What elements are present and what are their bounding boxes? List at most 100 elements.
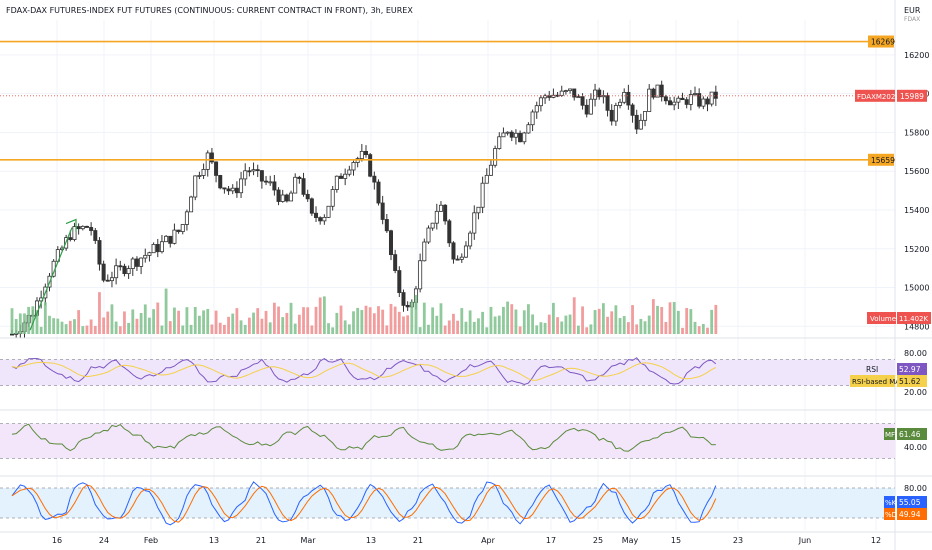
candle-body bbox=[330, 189, 335, 207]
volume-bar bbox=[277, 306, 280, 334]
volume-bar bbox=[202, 310, 205, 334]
candle-body bbox=[201, 168, 206, 176]
stoch-d-value: 49.94 bbox=[899, 510, 921, 519]
mf-line bbox=[11, 423, 716, 452]
oscillator-tick-label: 80.00 bbox=[904, 484, 927, 493]
volume-bar bbox=[402, 316, 405, 334]
volume-bar bbox=[285, 312, 289, 334]
volume-bar bbox=[389, 303, 393, 334]
volume-bar bbox=[589, 324, 593, 334]
volume-bar bbox=[214, 310, 218, 334]
candle-body bbox=[543, 95, 548, 99]
time-tick-label: 15 bbox=[671, 536, 681, 545]
candle-body bbox=[697, 93, 702, 107]
volume-bar bbox=[422, 302, 426, 334]
candle-body bbox=[89, 227, 94, 231]
volume-bar bbox=[181, 325, 185, 334]
rsi-ma-series-name: RSI-based MA bbox=[852, 378, 900, 386]
volume-bar bbox=[123, 311, 126, 334]
volume-bar bbox=[360, 310, 364, 334]
candle-body bbox=[459, 256, 464, 260]
candle-body bbox=[301, 178, 306, 195]
time-tick-label: 23 bbox=[733, 536, 743, 545]
candle-body bbox=[488, 164, 493, 176]
candle-body bbox=[280, 194, 285, 202]
time-tick-label: 17 bbox=[546, 536, 556, 545]
candle-body bbox=[588, 98, 593, 115]
candle-body bbox=[630, 104, 635, 116]
volume-bar bbox=[81, 326, 85, 334]
candle-body bbox=[272, 181, 277, 191]
volume-bar bbox=[335, 312, 339, 334]
volume-bar bbox=[585, 327, 589, 334]
time-tick-label: May bbox=[622, 536, 639, 545]
volume-bar bbox=[527, 304, 530, 334]
volume-bar bbox=[18, 313, 22, 334]
volume-bar bbox=[481, 311, 485, 334]
time-tick-label: Apr bbox=[481, 536, 496, 545]
candle-body bbox=[193, 175, 198, 198]
candle-body bbox=[114, 265, 119, 279]
volume-bar bbox=[14, 319, 18, 334]
volume-bar bbox=[572, 297, 576, 334]
horizontal-level-label: 15659 bbox=[871, 156, 895, 165]
candle-body bbox=[638, 119, 643, 130]
volume-bar bbox=[414, 294, 418, 334]
candle-body bbox=[318, 217, 323, 222]
volume-bar bbox=[647, 315, 651, 334]
candle-body bbox=[314, 212, 319, 219]
volume-bar bbox=[318, 297, 322, 334]
oscillator-tick-label: 20.00 bbox=[904, 388, 927, 397]
time-tick-label: Jun bbox=[798, 536, 812, 545]
volume-bar bbox=[231, 313, 235, 334]
volume-bar bbox=[560, 321, 564, 334]
candle-body bbox=[197, 175, 202, 177]
volume-bar bbox=[77, 310, 81, 334]
volume-bar bbox=[489, 306, 493, 334]
volume-bar bbox=[98, 292, 101, 334]
volume-bar bbox=[106, 311, 110, 334]
volume-bar bbox=[23, 313, 26, 334]
candle-body bbox=[655, 84, 660, 98]
volume-bar bbox=[264, 310, 268, 334]
candle-body bbox=[422, 241, 427, 262]
volume-bar bbox=[568, 314, 572, 334]
volume-bar bbox=[410, 301, 414, 334]
volume-bar bbox=[210, 324, 214, 334]
volume-bar bbox=[701, 324, 705, 334]
candle-body bbox=[339, 175, 344, 179]
candle-body bbox=[663, 96, 668, 102]
candle-body bbox=[322, 216, 327, 222]
volume-bar bbox=[85, 325, 89, 334]
band-background bbox=[0, 359, 895, 386]
volume-bar bbox=[606, 316, 609, 334]
candle-body bbox=[226, 188, 231, 192]
candle-body bbox=[189, 196, 194, 213]
volume-bar bbox=[539, 322, 543, 334]
rsi-ma-value-tag bbox=[897, 375, 927, 387]
volume-bar bbox=[114, 321, 118, 334]
rsi-ma-line bbox=[11, 361, 717, 381]
time-tick-label: 21 bbox=[413, 536, 423, 545]
candle-body bbox=[647, 88, 652, 112]
rsi-ma-name-tag bbox=[850, 375, 895, 387]
candle-body bbox=[497, 136, 502, 149]
candle-body bbox=[401, 292, 406, 306]
volume-bar bbox=[385, 325, 389, 334]
candle-body bbox=[351, 162, 356, 171]
volume-bar bbox=[672, 302, 676, 334]
candle-body bbox=[234, 187, 239, 194]
candle-body bbox=[126, 268, 131, 275]
volume-bar bbox=[235, 308, 239, 334]
volume-bar bbox=[223, 324, 226, 334]
volume-bar bbox=[177, 310, 180, 334]
volume-bar bbox=[664, 321, 668, 334]
candle-body bbox=[605, 95, 610, 111]
volume-bar bbox=[48, 315, 51, 334]
volume-bar bbox=[697, 326, 701, 334]
volume-bar bbox=[502, 306, 505, 334]
candle-body bbox=[168, 235, 173, 244]
volume-bar bbox=[639, 318, 643, 334]
